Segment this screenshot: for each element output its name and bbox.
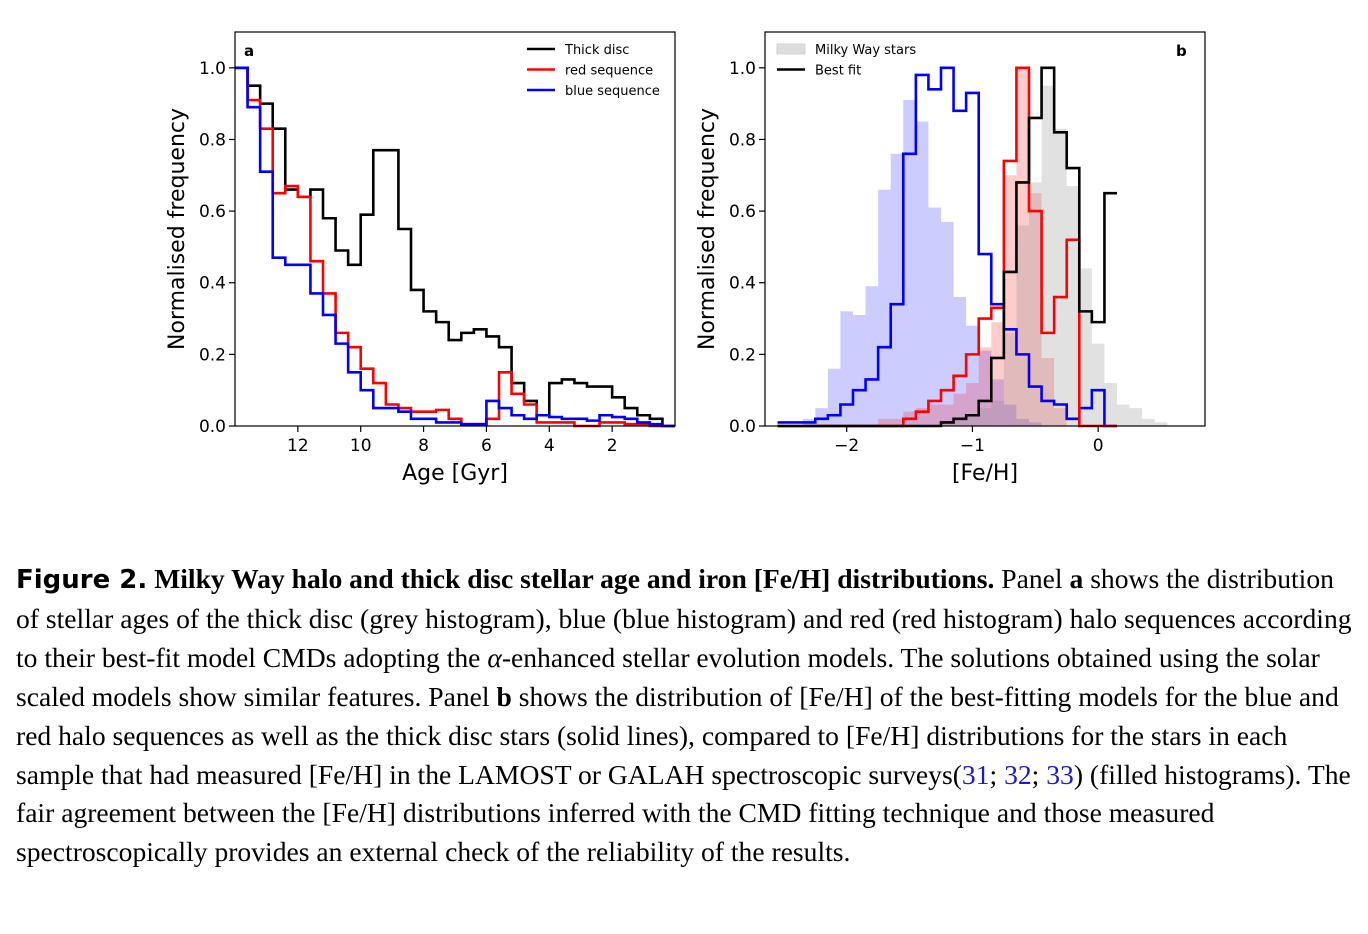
- panel-b-filled-thick-disc-stars: [802, 85, 1168, 427]
- panel-b-frame: [764, 31, 1206, 427]
- panel-b-label: b: [1176, 42, 1187, 60]
- caption-figure-label: Figure 2.: [16, 565, 148, 595]
- caption-text-2: shows the distribution of stellar ages o…: [16, 563, 1352, 673]
- panel-a-ytick-label: 0.2: [199, 345, 226, 365]
- panel-a-ytick-label: 0.0: [199, 417, 226, 437]
- figure-caption: Figure 2. Milky Way halo and thick disc …: [16, 560, 1361, 872]
- legend-swatch-milky-way-stars: [776, 43, 806, 55]
- caption-text-3: -enhanced stellar evolution models. The …: [16, 641, 1320, 712]
- panel-b-ytick-label: 1.0: [729, 59, 756, 79]
- panel-b-feh-distribution: −2 −1 0 0.0 0.2 0.4 0.6 0.8 1.0 b [Fe/H] Normal…: [695, 31, 1206, 486]
- panel-a-xtick-label: 12: [287, 436, 309, 456]
- panel-a-ytick-label: 0.8: [199, 130, 226, 150]
- panel-b-legend: Milky Way stars Best fit: [776, 43, 916, 79]
- caption-ref-separator: ;: [989, 758, 1005, 790]
- panel-b-ytick-label: 0.2: [729, 345, 756, 365]
- panel-b-xtick-label: 0: [1093, 436, 1104, 456]
- panel-a-xtick-label: 4: [544, 436, 555, 456]
- legend-label-blue-sequence: blue sequence: [565, 84, 660, 99]
- panel-b-line-blue-sequence: [777, 66, 1117, 428]
- panel-a-frame: [234, 31, 676, 427]
- figure-2: 12 10 8 6 4 2 0.00.20.40.60.81.0 a Age [Gyr] …: [165, 31, 1206, 486]
- panel-a-ytick-label: 0.4: [199, 274, 226, 294]
- caption-panel-a: a: [1069, 563, 1084, 594]
- legend-label-best-fit: Best fit: [815, 64, 861, 79]
- reference-link-33[interactable]: 33: [1046, 758, 1074, 790]
- panel-a-ytick-label: 0.6: [199, 202, 226, 222]
- reference-link-31[interactable]: 31: [961, 758, 990, 790]
- panel-a-ytick-label: 1.0: [199, 59, 226, 79]
- legend-label-thick-disc: Thick disc: [564, 43, 629, 58]
- panel-b-filled-blue-sequence-stars: [802, 100, 1168, 427]
- panel-b-ytick-label: 0.4: [729, 274, 756, 294]
- caption-alpha-symbol: α: [487, 641, 502, 673]
- caption-title: Milky Way halo and thick disc stellar ag…: [154, 563, 995, 594]
- panel-a-xlabel: Age [Gyr]: [402, 461, 508, 486]
- caption-text-1: Panel: [994, 563, 1070, 594]
- panel-b-ytick-label: 0.6: [729, 202, 756, 222]
- panel-a-xtick-label: 6: [481, 436, 492, 456]
- panel-a-ylabel: Normalised frequency: [165, 108, 190, 350]
- caption-panel-b: b: [496, 680, 512, 712]
- panel-a-age-distribution: 12 10 8 6 4 2 0.00.20.40.60.81.0 a Age [Gyr] …: [165, 31, 676, 486]
- caption-text-4: shows the distribution of [Fe/H] of the …: [16, 680, 1339, 790]
- panel-b-xtick-label: −1: [960, 436, 985, 456]
- panel-b-ytick-label: 0.8: [729, 130, 756, 150]
- panel-b-filled-red-sequence-stars: [802, 67, 1168, 427]
- panel-a-line-blue-sequence: [235, 66, 675, 428]
- panel-a-xtick-label: 10: [350, 436, 372, 456]
- legend-label-red-sequence: red sequence: [565, 64, 653, 79]
- caption-text-5: ) (filled histograms). The fair agreemen…: [16, 758, 1351, 868]
- legend-label-milky-way-stars: Milky Way stars: [815, 43, 916, 58]
- panel-a-label: a: [244, 42, 254, 60]
- panel-a-xtick-label: 8: [418, 436, 429, 456]
- panel-a-legend: Thick disc red sequence blue sequence: [527, 43, 660, 99]
- caption-ref-separator: ;: [1031, 758, 1047, 790]
- panel-b-xtick-label: −2: [834, 436, 859, 456]
- panel-b-xlabel: [Fe/H]: [952, 461, 1018, 486]
- panel-a-line-red-sequence: [235, 66, 675, 428]
- reference-link-32[interactable]: 32: [1004, 758, 1032, 790]
- panel-b-ylabel: Normalised frequency: [695, 108, 720, 350]
- panel-b-ytick-label: 0.0: [729, 417, 756, 437]
- panel-a-xtick-label: 2: [607, 436, 618, 456]
- panel-a-line-thick-disc: [235, 66, 675, 428]
